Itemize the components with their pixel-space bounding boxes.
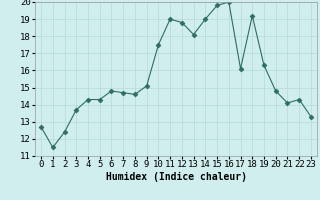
X-axis label: Humidex (Indice chaleur): Humidex (Indice chaleur) bbox=[106, 172, 246, 182]
